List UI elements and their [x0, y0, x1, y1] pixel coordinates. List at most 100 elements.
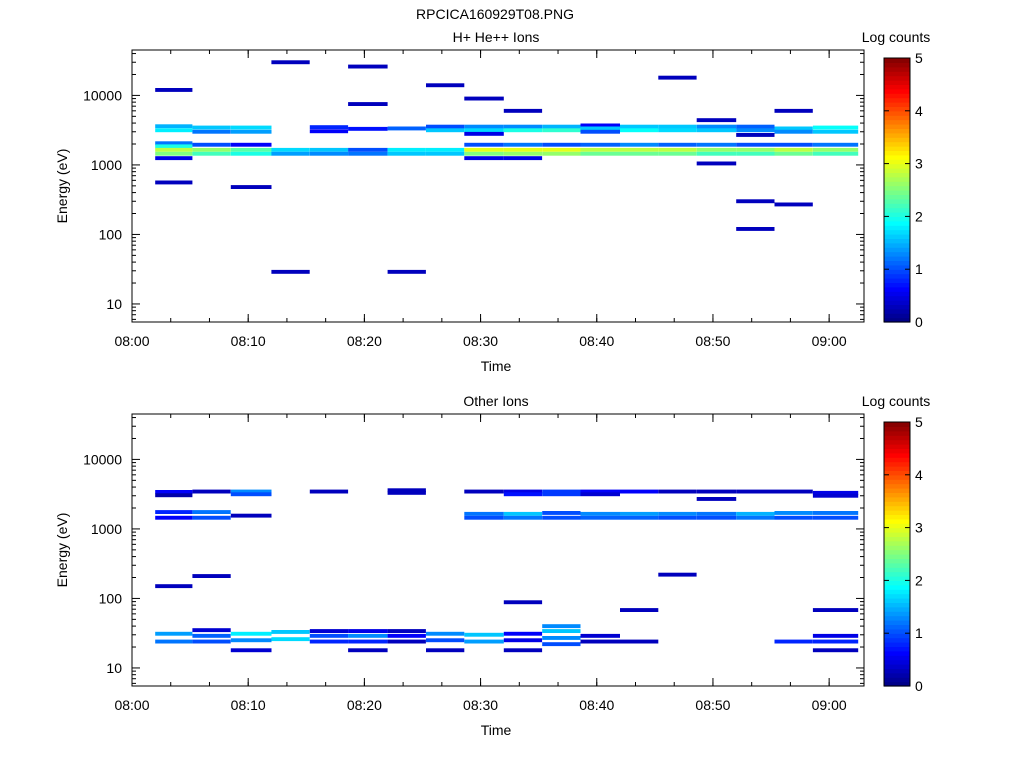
heatmap-cell	[464, 156, 504, 161]
heatmap-cell	[426, 147, 465, 152]
colorbar-frame	[883, 421, 911, 687]
heatmap-cell	[696, 489, 737, 494]
heatmap-cell	[348, 639, 388, 644]
colorbar-segment	[884, 567, 910, 573]
colorbar-segment	[884, 300, 910, 305]
heatmap-cell	[542, 629, 581, 633]
heatmap-cell	[464, 131, 504, 136]
colorbar-segment	[884, 681, 910, 687]
heatmap-cell	[696, 124, 737, 129]
heatmap-cell	[736, 227, 775, 231]
heatmap-cell	[503, 156, 543, 161]
heatmap-cell	[658, 128, 697, 133]
colorbar-segment	[884, 549, 910, 555]
heatmap-cell	[192, 639, 231, 644]
heatmap-cell	[426, 648, 465, 653]
figure-title: RPCICA160929T08.PNG	[416, 6, 574, 22]
colorbar-segment	[884, 435, 910, 441]
heatmap-cell	[348, 633, 388, 638]
heatmap-cell	[812, 493, 859, 498]
heatmap-cell	[620, 128, 659, 133]
colorbar-segment	[884, 554, 910, 559]
colorbar-segment	[884, 80, 910, 85]
heatmap-cell	[309, 125, 349, 130]
colorbar-segment	[884, 439, 910, 445]
heatmap-cell	[192, 489, 231, 494]
heatmap-cell	[774, 489, 813, 494]
colorbar-segment	[884, 532, 910, 537]
heatmap-cell	[658, 511, 697, 516]
heatmap-cell	[812, 633, 859, 638]
heatmap-cell	[426, 128, 465, 133]
heatmap-cell	[620, 608, 659, 612]
colorbar-segment	[884, 88, 910, 94]
heatmap-cell	[192, 147, 231, 152]
panel-other-ions: 08:00 08:10 08:20 08:30 08:40 08:50 09:0010100…	[54, 393, 930, 738]
colorbar-segment	[884, 470, 910, 476]
colorbar-segment	[884, 62, 910, 68]
colorbar-segment	[884, 304, 910, 310]
heatmap-cell	[774, 142, 813, 147]
colorbar-segment	[884, 593, 910, 599]
colorbar-segment	[884, 620, 910, 625]
colorbar-segment	[884, 496, 910, 502]
heatmap-cell	[812, 511, 859, 515]
heatmap-cell	[348, 151, 388, 156]
heatmap-cell	[230, 129, 272, 134]
colorbar-segment	[884, 488, 910, 493]
heatmap-cell	[503, 128, 543, 133]
heatmap-cell	[192, 125, 231, 130]
heatmap-cell	[658, 142, 697, 147]
colorbar-segment	[884, 457, 910, 463]
colorbar-tick-label: 1	[915, 625, 923, 641]
colorbar-segment	[884, 247, 910, 253]
colorbar-segment	[884, 430, 910, 436]
colorbar-segment	[884, 97, 910, 103]
heatmap-cell	[503, 638, 543, 643]
colorbar-segment	[884, 510, 910, 515]
heatmap-cell	[696, 161, 737, 166]
heatmap-cell	[774, 129, 813, 134]
colorbar-segment	[884, 558, 910, 564]
heatmap-cell	[155, 156, 193, 161]
heatmap-cell	[387, 490, 426, 495]
heatmap-cell	[309, 151, 349, 156]
heatmap-cell	[271, 60, 310, 65]
colorbar-segment	[884, 190, 910, 195]
heatmap-cell	[348, 102, 388, 106]
x-tick-label: 08:10	[231, 697, 266, 713]
colorbar-segment	[884, 466, 910, 471]
colorbar-segment	[884, 141, 910, 147]
heatmap-cell	[774, 515, 813, 520]
heatmap-cell	[580, 129, 620, 134]
colorbar-segment	[884, 422, 910, 427]
y-tick-label: 100	[99, 226, 123, 242]
x-tick-label: 08:20	[347, 697, 382, 713]
colorbar-tick-label: 5	[915, 414, 923, 430]
heatmap-cell	[696, 515, 737, 520]
heatmap-cell	[542, 128, 581, 133]
heatmap-cell	[309, 639, 349, 644]
heatmap-cell	[155, 88, 193, 92]
colorbar-segment	[884, 479, 910, 485]
colorbar-segment	[884, 225, 910, 231]
colorbar-segment	[884, 256, 910, 261]
heatmap-cell	[620, 151, 659, 156]
colorbar-segment	[884, 159, 910, 165]
heatmap-cell	[348, 147, 388, 152]
colorbar-segment	[884, 146, 910, 151]
heatmap-cell	[503, 108, 543, 113]
heatmap-cell	[812, 129, 859, 134]
heatmap-cell	[155, 631, 193, 636]
colorbar-segment	[884, 66, 910, 72]
heatmap-cell	[658, 515, 697, 520]
heatmap-cell	[155, 147, 193, 152]
colorbar-segment	[884, 540, 910, 546]
heatmap-cell	[503, 142, 543, 147]
colorbar-segment	[884, 115, 910, 121]
heatmap-cell	[774, 151, 813, 156]
heatmap-cell	[155, 584, 193, 589]
heatmap-cell	[658, 572, 697, 577]
heatmap-cell	[348, 648, 388, 653]
